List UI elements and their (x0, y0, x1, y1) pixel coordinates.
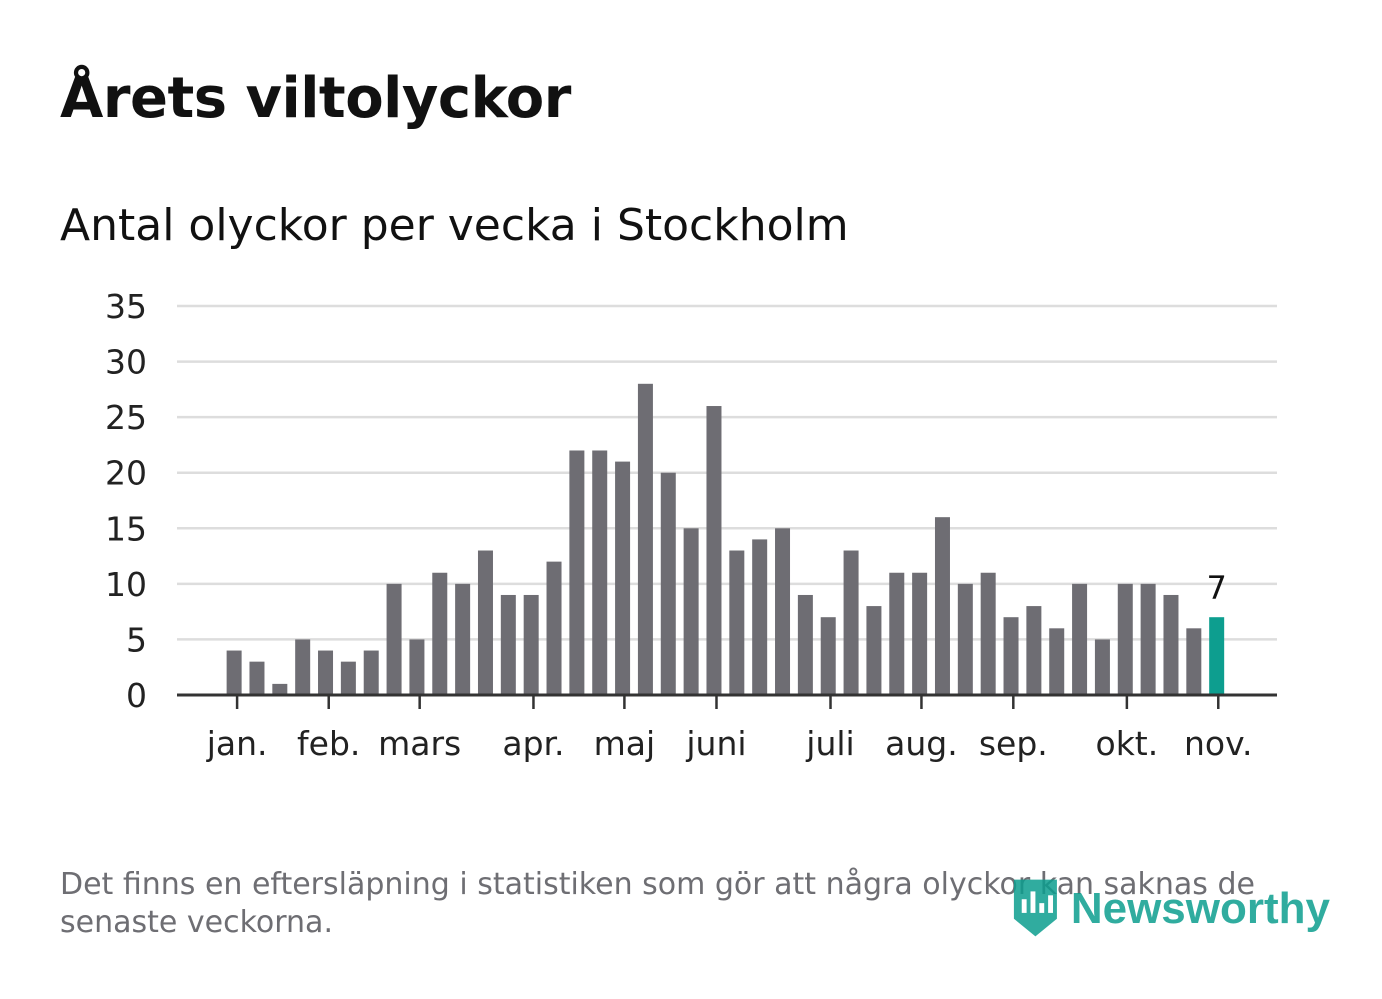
bar (523, 594, 539, 695)
bar (455, 583, 471, 695)
x-axis (177, 693, 1277, 709)
bars: 7 (226, 383, 1227, 695)
bar (980, 572, 996, 695)
y-axis-ticks: 0 5 10 15 20 25 30 35 (105, 287, 147, 715)
newsworthy-logo-icon (1013, 879, 1057, 937)
bar (500, 594, 516, 695)
bar (1026, 606, 1042, 695)
bar (249, 661, 265, 695)
y-tick-label: 5 (126, 620, 147, 659)
bar (432, 572, 448, 695)
bar (1003, 617, 1019, 695)
chart-subtitle: Antal olyckor per vecka i Stockholm (60, 200, 849, 251)
bar-highlight (1209, 617, 1225, 695)
bar (569, 450, 585, 695)
gridlines (177, 304, 1277, 641)
bar (820, 617, 836, 695)
bar (340, 661, 356, 695)
bar (1094, 639, 1110, 695)
bar (957, 583, 973, 695)
bar (272, 683, 288, 695)
x-tick-label: nov. (1184, 724, 1253, 763)
bar (683, 528, 699, 695)
bar (660, 472, 676, 695)
x-tick-label: mars (378, 724, 461, 763)
bar (752, 539, 768, 695)
bar (1049, 628, 1065, 695)
bar (889, 572, 905, 695)
x-tick-label: okt. (1096, 724, 1159, 763)
bar (318, 650, 334, 695)
y-tick-label: 35 (105, 287, 147, 326)
bar (615, 461, 631, 695)
bar (363, 650, 379, 695)
x-tick-label: sep. (979, 724, 1048, 763)
bar (409, 639, 425, 695)
bar (866, 606, 882, 695)
newsworthy-logo: Newsworthy (1010, 874, 1330, 944)
bar (592, 450, 608, 695)
y-tick-label: 25 (105, 398, 147, 437)
bar (729, 550, 745, 695)
x-tick-label: aug. (885, 724, 958, 763)
bar (295, 639, 311, 695)
highlight-value-label: 7 (1206, 569, 1226, 607)
bar (386, 583, 402, 695)
y-tick-label: 10 (105, 565, 147, 604)
y-tick-label: 0 (126, 676, 147, 715)
bar (1186, 628, 1202, 695)
bar (1140, 583, 1156, 695)
x-tick-label: jan. (206, 724, 268, 763)
bar (226, 650, 242, 695)
bar-chart: 0 5 10 15 20 25 30 35 7 jan. feb. mars apr. maj juni… (105, 287, 1277, 763)
logo-text: Newsworthy (1070, 884, 1330, 933)
x-tick-label: juni (685, 724, 746, 763)
bar (775, 528, 791, 695)
x-tick-label: apr. (502, 724, 564, 763)
bar (546, 561, 562, 695)
y-tick-label: 15 (105, 509, 147, 548)
bar (1072, 583, 1088, 695)
x-tick-label: juli (805, 724, 854, 763)
y-tick-label: 20 (105, 454, 147, 493)
bar (843, 550, 859, 695)
x-axis-labels: jan. feb. mars apr. maj juni juli aug. sep. okt. n… (206, 724, 1253, 763)
bar (477, 550, 493, 695)
bar (1117, 583, 1133, 695)
chart-title: Årets viltolyckor (60, 66, 571, 131)
bar (706, 406, 722, 695)
bar (934, 517, 950, 695)
bar (912, 572, 928, 695)
bar (797, 594, 813, 695)
x-tick-label: feb. (297, 724, 360, 763)
y-tick-label: 30 (105, 343, 147, 382)
bar (1163, 594, 1179, 695)
bar (637, 383, 653, 695)
x-tick-label: maj (594, 724, 656, 763)
